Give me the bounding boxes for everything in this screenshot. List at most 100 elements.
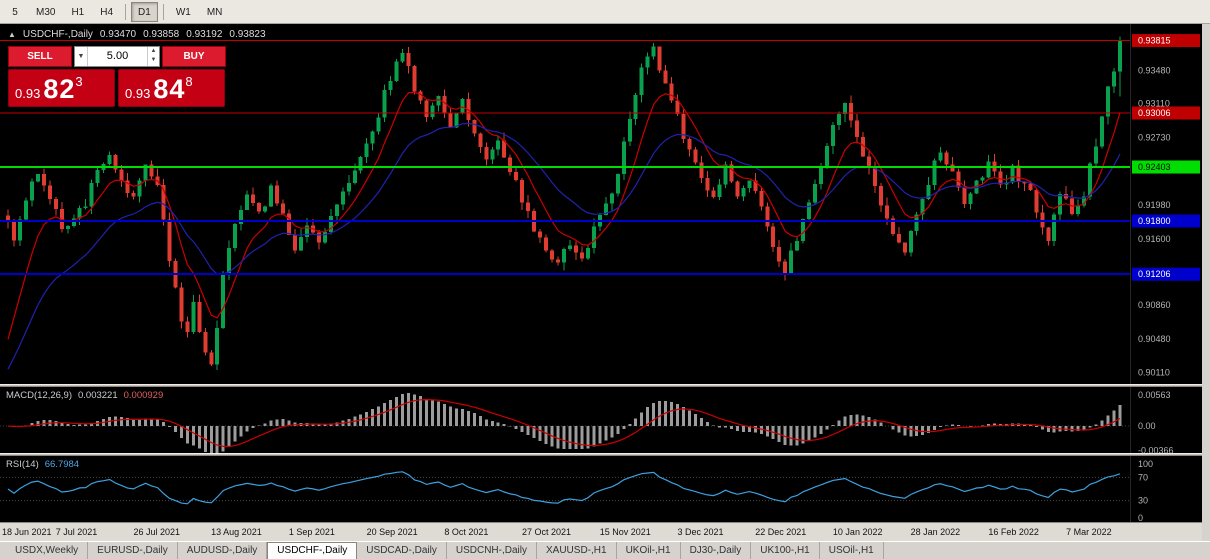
volume-value[interactable]: 5.00 <box>106 50 129 62</box>
one-click-collapse-arrow-icon[interactable]: ▲ <box>8 30 16 39</box>
price-axis-badge: 0.93815 <box>1132 34 1200 48</box>
svg-text:0.90860: 0.90860 <box>1138 300 1171 310</box>
rsi-panel: 100 70 30 0 RSI(14) 66.7984 <box>0 456 1202 522</box>
date-label: 10 Jan 2022 <box>832 527 883 537</box>
macd-value-signal: 0.000929 <box>123 390 164 401</box>
svg-text:0: 0 <box>1138 513 1143 522</box>
timeframe-button-MN[interactable]: MN <box>206 6 223 18</box>
sell-button[interactable]: SELL <box>8 46 72 67</box>
date-label: 8 Oct 2021 <box>444 527 489 537</box>
trade-buttons-row: SELL ▼ 5.00 ▲ ▼ BUY <box>8 46 226 67</box>
svg-text:100: 100 <box>1138 459 1153 469</box>
price-axis-badge: 0.93006 <box>1132 106 1200 120</box>
svg-text:0.93110: 0.93110 <box>1138 99 1170 109</box>
panel-splitter-2[interactable] <box>0 453 1202 456</box>
svg-text:0.90110: 0.90110 <box>1138 367 1170 377</box>
date-label: 20 Sep 2021 <box>366 527 418 537</box>
timeframe-button-H4[interactable]: H4 <box>100 6 114 18</box>
volume-dropdown-icon[interactable]: ▼ <box>75 47 88 66</box>
svg-text:30: 30 <box>1138 496 1148 506</box>
price-axis-badge: 0.91206 <box>1132 267 1200 281</box>
chart-tab-usdx-weekly[interactable]: USDX,Weekly <box>6 542 89 559</box>
chart-tab-usdcad-daily[interactable]: USDCAD-,Daily <box>357 542 447 559</box>
main-chart-panel: 0.93480 0.93110 0.92730 0.91980 0.91600 0.908… <box>0 24 1202 384</box>
ohlc-close: 0.93823 <box>229 29 266 40</box>
chart-symbol-label: USDCHF-,Daily <box>22 29 93 40</box>
svg-text:0.93815: 0.93815 <box>1138 36 1171 46</box>
chart-tab-ukoil-h1[interactable]: UKOil-,H1 <box>617 542 681 559</box>
spinner-down-icon[interactable]: ▼ <box>150 57 157 63</box>
time-axis[interactable]: 18 Jun 2021 7 Jul 2021 26 Jul 2021 13 Aug 2… <box>0 522 1202 541</box>
buy-price-display[interactable]: 0.93 84 8 <box>118 69 225 107</box>
timeframe-button-D1[interactable]: D1 <box>131 1 158 22</box>
date-label: 22 Dec 2021 <box>755 527 807 537</box>
sell-price-display[interactable]: 0.93 82 3 <box>8 69 115 107</box>
macd-panel: 0.00563 0.00 -0.00366 MACD(12,26,9) 0.0032… <box>0 387 1202 453</box>
date-label: 13 Aug 2021 <box>211 527 262 537</box>
date-label: 7 Mar 2022 <box>1066 527 1112 537</box>
chart-tab-dj30-daily[interactable]: DJ30-,Daily <box>681 542 752 559</box>
timeframe-button-5[interactable]: 5 <box>12 6 18 18</box>
macd-value-main: 0.003221 <box>78 390 118 401</box>
chart-tab-usoil-h1[interactable]: USOil-,H1 <box>820 542 884 559</box>
chart-title: ▲ USDCHF-,Daily 0.93470 0.93858 0.93192 … <box>8 29 266 40</box>
panel-splitter[interactable] <box>0 384 1202 387</box>
svg-text:0.91206: 0.91206 <box>1138 269 1171 279</box>
svg-text:0.93006: 0.93006 <box>1138 108 1171 118</box>
svg-text:-0.00366: -0.00366 <box>1138 446 1174 453</box>
svg-text:0.92403: 0.92403 <box>1138 162 1171 172</box>
svg-text:70: 70 <box>1138 472 1148 482</box>
volume-spinner[interactable]: ▲ ▼ <box>147 47 159 66</box>
date-label: 1 Sep 2021 <box>288 527 335 537</box>
chart-tab-xauusd-h1[interactable]: XAUUSD-,H1 <box>537 542 617 559</box>
sell-price-big-figure: 0.93 <box>15 86 41 101</box>
toolbar-separator <box>162 3 164 20</box>
timeframe-button-W1[interactable]: W1 <box>175 6 191 18</box>
macd-name: MACD(12,26,9) <box>6 390 72 401</box>
sell-price-pips: 82 <box>43 74 76 104</box>
ohlc-low: 0.93192 <box>186 29 223 40</box>
timeframe-button-M30[interactable]: M30 <box>36 6 56 18</box>
buy-price-big-figure: 0.93 <box>125 86 151 101</box>
volume-control[interactable]: ▼ 5.00 ▲ ▼ <box>74 46 160 67</box>
rsi-label: RSI(14) 66.7984 <box>6 459 79 470</box>
date-label: 3 Dec 2021 <box>677 527 724 537</box>
date-label: 16 Feb 2022 <box>988 527 1039 537</box>
toolbar-separator <box>125 3 127 20</box>
svg-text:0.90480: 0.90480 <box>1138 334 1171 344</box>
timeframe-toolbar: 5 M30 H1 H4 D1 W1 MN <box>0 0 1210 24</box>
date-label: 28 Jan 2022 <box>910 527 961 537</box>
date-label: 26 Jul 2021 <box>133 527 180 537</box>
date-label: 27 Oct 2021 <box>522 527 572 537</box>
svg-text:0.91980: 0.91980 <box>1138 200 1171 210</box>
buy-price-pips: 84 <box>153 74 186 104</box>
svg-text:0.92730: 0.92730 <box>1138 133 1171 143</box>
chart-tab-usdchf-daily[interactable]: USDCHF-,Daily <box>267 542 358 559</box>
chart-tab-uk100-h1[interactable]: UK100-,H1 <box>751 542 820 559</box>
ohlc-high: 0.93858 <box>143 29 180 40</box>
macd-canvas[interactable]: 0.00563 0.00 -0.00366 <box>0 387 1202 453</box>
date-label: 7 Jul 2021 <box>55 527 98 537</box>
buy-button[interactable]: BUY <box>162 46 226 67</box>
svg-text:0.93480: 0.93480 <box>1138 66 1171 76</box>
chart-tabs-bar: USDX,Weekly EURUSD-,Daily AUDUSD-,Daily USD… <box>0 541 1210 559</box>
buy-price-fraction: 8 <box>185 74 193 89</box>
svg-text:0.00563: 0.00563 <box>1138 390 1171 400</box>
chart-tab-audusd-daily[interactable]: AUDUSD-,Daily <box>178 542 268 559</box>
price-axis-badge: 0.92403 <box>1132 160 1200 174</box>
rsi-value: 66.7984 <box>44 459 80 470</box>
trade-prices-row: 0.93 82 3 0.93 84 8 <box>8 69 226 107</box>
macd-label: MACD(12,26,9) 0.003221 0.000929 <box>6 390 163 401</box>
chart-tab-usdcnh-daily[interactable]: USDCNH-,Daily <box>447 542 537 559</box>
chart-tab-eurusd-daily[interactable]: EURUSD-,Daily <box>88 542 178 559</box>
chart-area: 0.93480 0.93110 0.92730 0.91980 0.91600 0.908… <box>0 24 1202 541</box>
rsi-canvas[interactable]: 100 70 30 0 <box>0 456 1202 522</box>
sell-price-fraction: 3 <box>75 74 83 89</box>
ohlc-open: 0.93470 <box>99 29 137 40</box>
timeframe-button-H1[interactable]: H1 <box>71 6 85 18</box>
spinner-up-icon[interactable]: ▲ <box>150 48 157 54</box>
date-label: 15 Nov 2021 <box>599 527 651 537</box>
svg-text:0.00: 0.00 <box>1138 421 1156 431</box>
rsi-name: RSI(14) <box>6 459 39 470</box>
date-label: 18 Jun 2021 <box>2 527 52 537</box>
